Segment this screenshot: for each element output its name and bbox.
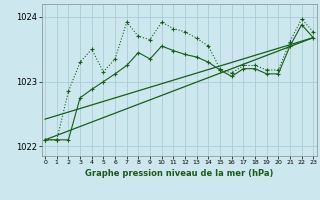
X-axis label: Graphe pression niveau de la mer (hPa): Graphe pression niveau de la mer (hPa): [85, 169, 273, 178]
